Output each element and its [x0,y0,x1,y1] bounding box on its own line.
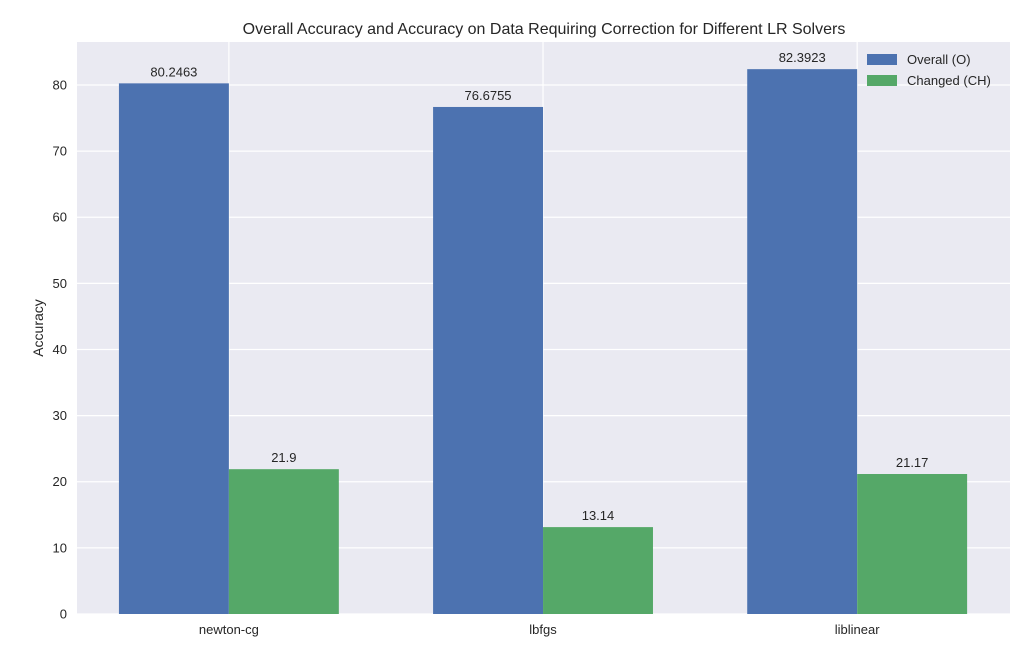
x-tick-label: newton-cg [199,622,259,637]
y-tick-label: 70 [53,144,67,159]
x-tick-label: lbfgs [529,622,557,637]
y-tick-label: 50 [53,276,67,291]
plot-area: 0 10 20 30 40 50 60 70 80 80.2463 76.6755 82.3923 21… [53,42,1010,637]
y-tick-label: 80 [53,77,67,92]
x-tick-label: liblinear [835,622,880,637]
legend-swatch [867,54,897,65]
bar-overall-newton-cg [118,83,229,615]
bar-value-label: 82.3923 [779,50,826,65]
y-tick-label: 60 [53,210,67,225]
bar-value-label: 21.9 [271,450,296,465]
bar-changed-liblinear [857,474,968,614]
y-tick-label: 20 [53,474,67,489]
bar-changed-newton-cg [228,469,339,614]
chart-title: Overall Accuracy and Accuracy on Data Re… [243,21,846,38]
legend-swatch [867,75,897,86]
bar-value-label: 21.17 [896,455,929,470]
y-axis-label: Accuracy [30,299,46,357]
bar-changed-lbfgs [543,527,653,614]
y-tick-label: 30 [53,408,67,423]
y-tick-label: 10 [53,540,67,555]
bar-value-label: 13.14 [582,508,615,523]
bar-value-label: 76.6755 [465,88,512,103]
legend: Overall (O) Changed (CH) [867,52,991,88]
legend-label: Overall (O) [907,52,971,67]
bar-overall-lbfgs [433,106,544,614]
legend-label: Changed (CH) [907,73,991,88]
y-tick-label: 40 [53,342,67,357]
y-tick-label: 0 [60,607,67,622]
bar-overall-liblinear [747,69,858,614]
bar-value-label: 80.2463 [150,64,197,79]
